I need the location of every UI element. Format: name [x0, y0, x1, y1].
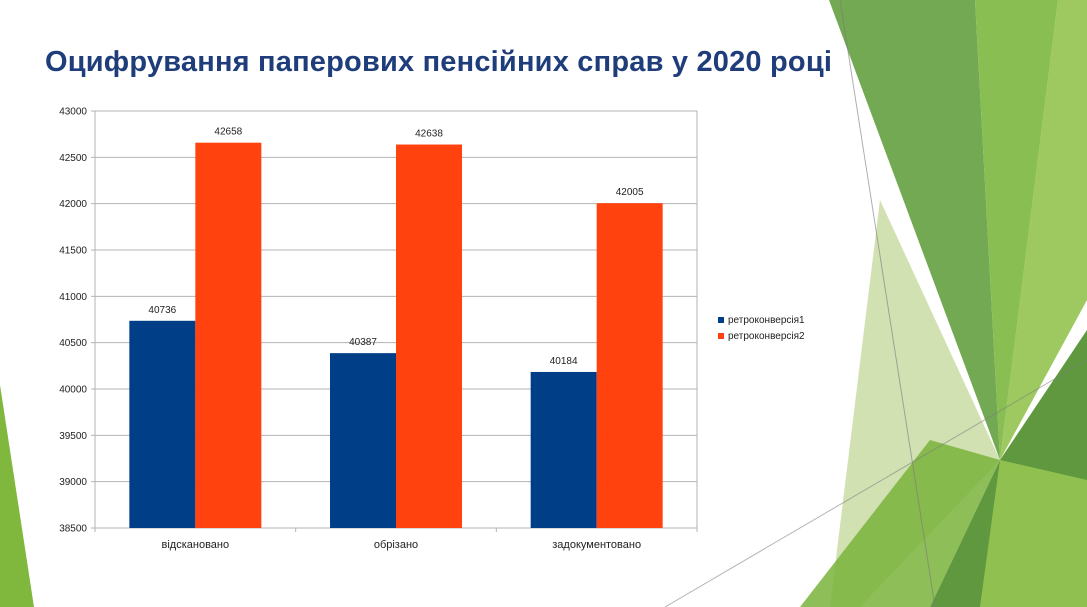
y-tick-label: 41000: [59, 292, 87, 303]
bar: [195, 142, 262, 528]
bar: [596, 203, 663, 528]
x-tick-label: задокументовано: [552, 539, 641, 551]
deco-facet-top-right: [1000, 0, 1087, 460]
deco-facet-left-edge: [0, 385, 34, 607]
deco-facet-lower-left: [800, 440, 1000, 607]
y-tick-label: 43000: [59, 107, 87, 118]
deco-facet-pale: [830, 200, 1000, 607]
deco-line-1: [839, 0, 936, 607]
data-label: 40387: [349, 337, 377, 348]
y-tick-label: 39500: [59, 431, 87, 442]
x-tick-label: відскановано: [162, 539, 230, 551]
deco-facet-lower-light: [980, 460, 1087, 607]
bar: [530, 371, 597, 528]
legend-swatch-series-2: [718, 333, 724, 339]
bar: [129, 320, 196, 528]
y-tick-label: 42500: [59, 153, 87, 164]
y-tick-label: 40500: [59, 338, 87, 349]
y-tick-label: 39000: [59, 477, 87, 488]
y-tick-label: 38500: [59, 524, 87, 535]
data-label: 42658: [214, 127, 242, 138]
legend-item-series-2: ретроконверсія2: [718, 328, 805, 344]
deco-facet-top-mid: [975, 0, 1058, 460]
y-tick-label: 42000: [59, 199, 87, 210]
bar: [330, 353, 396, 528]
page-title: Оцифрування паперових пенсійних справ у …: [45, 46, 833, 78]
data-label: 40184: [550, 356, 578, 367]
y-tick-label: 40000: [59, 385, 87, 396]
deco-facet-top-left: [829, 0, 1000, 460]
data-label: 40736: [148, 305, 176, 316]
data-label: 42638: [415, 129, 443, 140]
chart-legend: ретроконверсія1 ретроконверсія2: [718, 312, 805, 344]
y-tick-label: 41500: [59, 246, 87, 257]
x-tick-label: обрізано: [374, 539, 418, 551]
bar: [396, 144, 462, 528]
legend-swatch-series-1: [718, 317, 724, 323]
legend-item-series-1: ретроконверсія1: [718, 312, 805, 328]
legend-label-series-2: ретроконверсія2: [728, 330, 805, 342]
data-label: 42005: [616, 187, 644, 198]
deco-line-2: [664, 359, 1087, 607]
legend-label-series-1: ретроконверсія1: [728, 314, 805, 326]
